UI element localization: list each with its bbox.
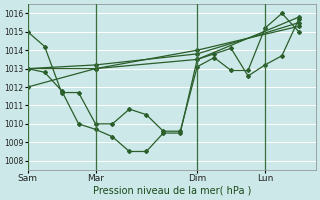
X-axis label: Pression niveau de la mer( hPa ): Pression niveau de la mer( hPa ) bbox=[92, 186, 251, 196]
